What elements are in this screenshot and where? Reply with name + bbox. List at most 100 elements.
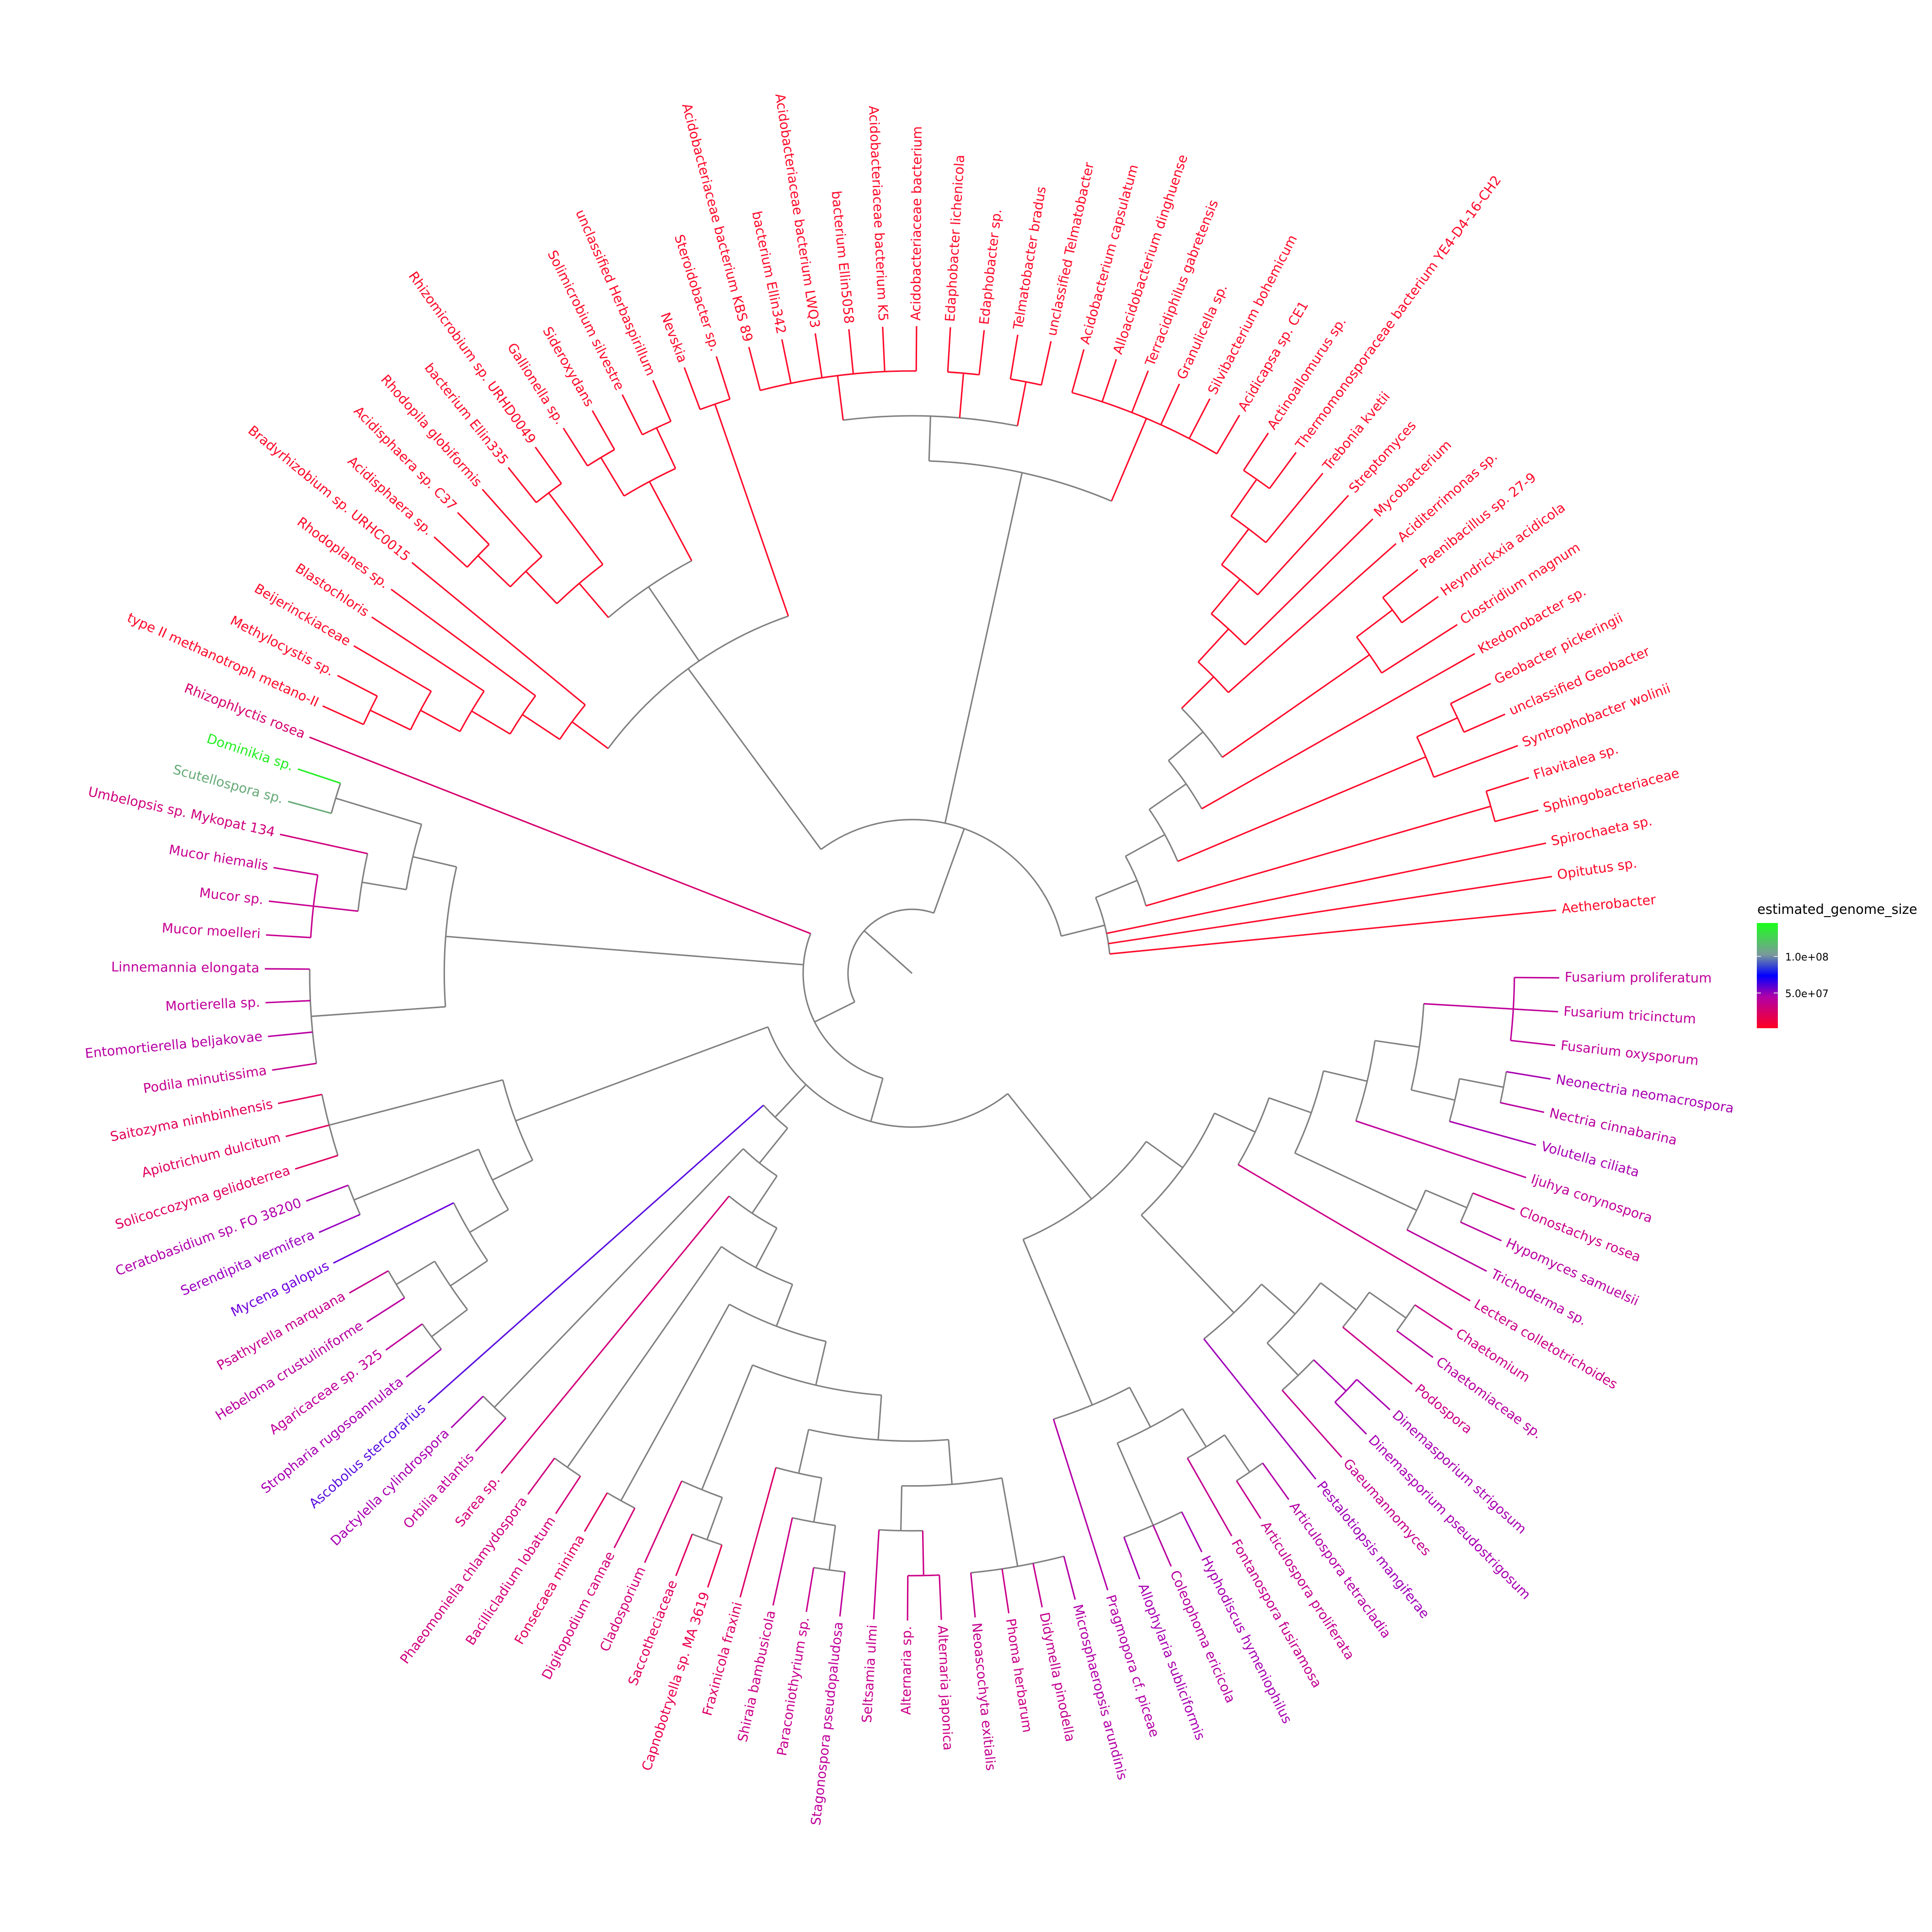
internal-node-arc <box>752 1364 882 1396</box>
leaf-branch <box>715 356 731 400</box>
leaf-branch <box>268 900 314 907</box>
leaf-branch <box>457 512 490 545</box>
leaf-branch <box>978 330 985 375</box>
leaf-branch <box>482 488 542 557</box>
internal-node-arc <box>410 691 432 730</box>
leaf-branch <box>1108 875 1552 945</box>
internal-branch <box>1425 1189 1467 1208</box>
internal-node-arc <box>1187 1434 1225 1459</box>
leaf-branch <box>1282 1390 1342 1458</box>
internal-branch <box>1181 676 1214 709</box>
internal-branch <box>1356 609 1393 638</box>
internal-branch <box>525 570 558 604</box>
leaf-label: Agaricaceae sp. 325 <box>266 1346 385 1438</box>
leaf-label: Sarea sp. <box>452 1472 503 1530</box>
internal-branch <box>1323 1070 1368 1082</box>
leaf-branch <box>563 428 588 467</box>
leaf-branch <box>707 1545 723 1588</box>
internal-node-arc <box>879 1529 923 1532</box>
leaf-branch <box>1243 432 1269 471</box>
leaf-branch <box>391 589 536 697</box>
leaf-label: Neonectria neomacrospora <box>1555 1071 1735 1116</box>
internal-branch <box>775 1284 794 1327</box>
leaf-branch <box>970 1572 976 1618</box>
internal-branch <box>1141 1214 1234 1314</box>
leaf-branch <box>1201 653 1476 810</box>
leaf-branch <box>621 394 643 435</box>
leaf-branch <box>268 1031 313 1037</box>
internal-branch <box>877 1395 882 1440</box>
internal-node-arc <box>1382 597 1403 623</box>
leaf-branch <box>297 768 341 784</box>
internal-node-arc <box>1449 1079 1460 1122</box>
internal-node-arc <box>1294 1070 1325 1154</box>
internal-node-arc <box>1406 1190 1427 1230</box>
leaf-branch <box>848 329 854 374</box>
internal-branch <box>1061 924 1105 937</box>
leaf-branch <box>1500 1102 1545 1113</box>
leaf-label: Fusarium proliferatum <box>1565 969 1712 986</box>
leaf-branch <box>1472 1192 1515 1210</box>
internal-branch <box>815 1341 827 1385</box>
leaf-branch <box>644 1481 682 1563</box>
leaf-branch <box>333 1202 454 1264</box>
leaf-label: Neoascochyta exitialis <box>969 1622 999 1771</box>
leaf-branch <box>266 934 311 939</box>
leaf-label: Volutella ciliata <box>1540 1138 1641 1181</box>
internal-branch <box>515 1026 768 1122</box>
internal-branch <box>1197 628 1229 663</box>
leaf-label: unclassified Herbaspirillum <box>573 207 659 378</box>
internal-branch <box>567 1246 722 1468</box>
internal-node-arc <box>1267 1282 1321 1344</box>
leaf-labels: Aetherobacter Opitutus sp. Spirochaeta sp.… <box>84 92 1735 1826</box>
leaf-label: Edaphobacter lichenicola <box>942 154 968 322</box>
internal-branch <box>1182 1408 1207 1448</box>
internal-node-arc <box>459 691 485 732</box>
internal-node-arc <box>559 704 586 740</box>
leaf-branch <box>772 1518 793 1606</box>
internal-branch <box>1221 528 1250 565</box>
internal-node-arc <box>1072 392 1218 455</box>
leaf-branch <box>1401 596 1439 623</box>
internal-node-arc <box>902 1477 1002 1487</box>
internal-branch <box>329 1079 503 1126</box>
leaf-branch <box>1396 1330 1433 1358</box>
internal-node-arc <box>1117 1408 1183 1444</box>
leaf-branch <box>279 833 368 854</box>
leaf-label: Alternaria sp. <box>898 1626 914 1715</box>
internal-branch <box>477 555 511 588</box>
leaf-branch <box>1238 1164 1471 1302</box>
internal-branch <box>1411 1089 1455 1101</box>
leaf-branch <box>411 562 586 706</box>
leaf-branch <box>349 1270 389 1294</box>
internal-node-arc <box>1334 1379 1358 1403</box>
internal-node-arc <box>1410 1004 1425 1090</box>
internal-node-arc <box>363 696 378 725</box>
leaf-branch <box>839 1572 846 1617</box>
internal-branch <box>687 668 822 850</box>
leaf-branch <box>1265 472 1324 543</box>
leaf-branch <box>1513 1008 1558 1013</box>
leaf-label: Ceratobasidium sp. FO 38200 <box>113 1195 304 1279</box>
internal-node-arc <box>1211 613 1246 646</box>
internal-node-arc <box>347 1185 361 1215</box>
leaf-branch <box>1063 1556 1076 1600</box>
root-branch <box>864 930 913 974</box>
internal-branch <box>620 1304 730 1501</box>
leaf-branch <box>781 339 792 384</box>
leaf-branch <box>1160 383 1180 425</box>
leaf-branch <box>366 1297 405 1323</box>
leaf-branch <box>273 867 318 876</box>
leaf-branch <box>527 1458 555 1495</box>
internal-node-arc <box>556 564 603 604</box>
internal-branch <box>813 1477 823 1523</box>
internal-branch <box>1111 418 1147 502</box>
leaf-branch <box>306 1184 349 1202</box>
leaf-label: Mortierella sp. <box>165 994 260 1014</box>
internal-branch <box>1145 805 1491 907</box>
leaf-branch <box>1123 1537 1141 1580</box>
internal-branch <box>1417 717 1458 738</box>
internal-branch <box>1095 880 1138 898</box>
internal-node-arc <box>929 460 1112 502</box>
leaf-branch <box>1101 359 1117 402</box>
